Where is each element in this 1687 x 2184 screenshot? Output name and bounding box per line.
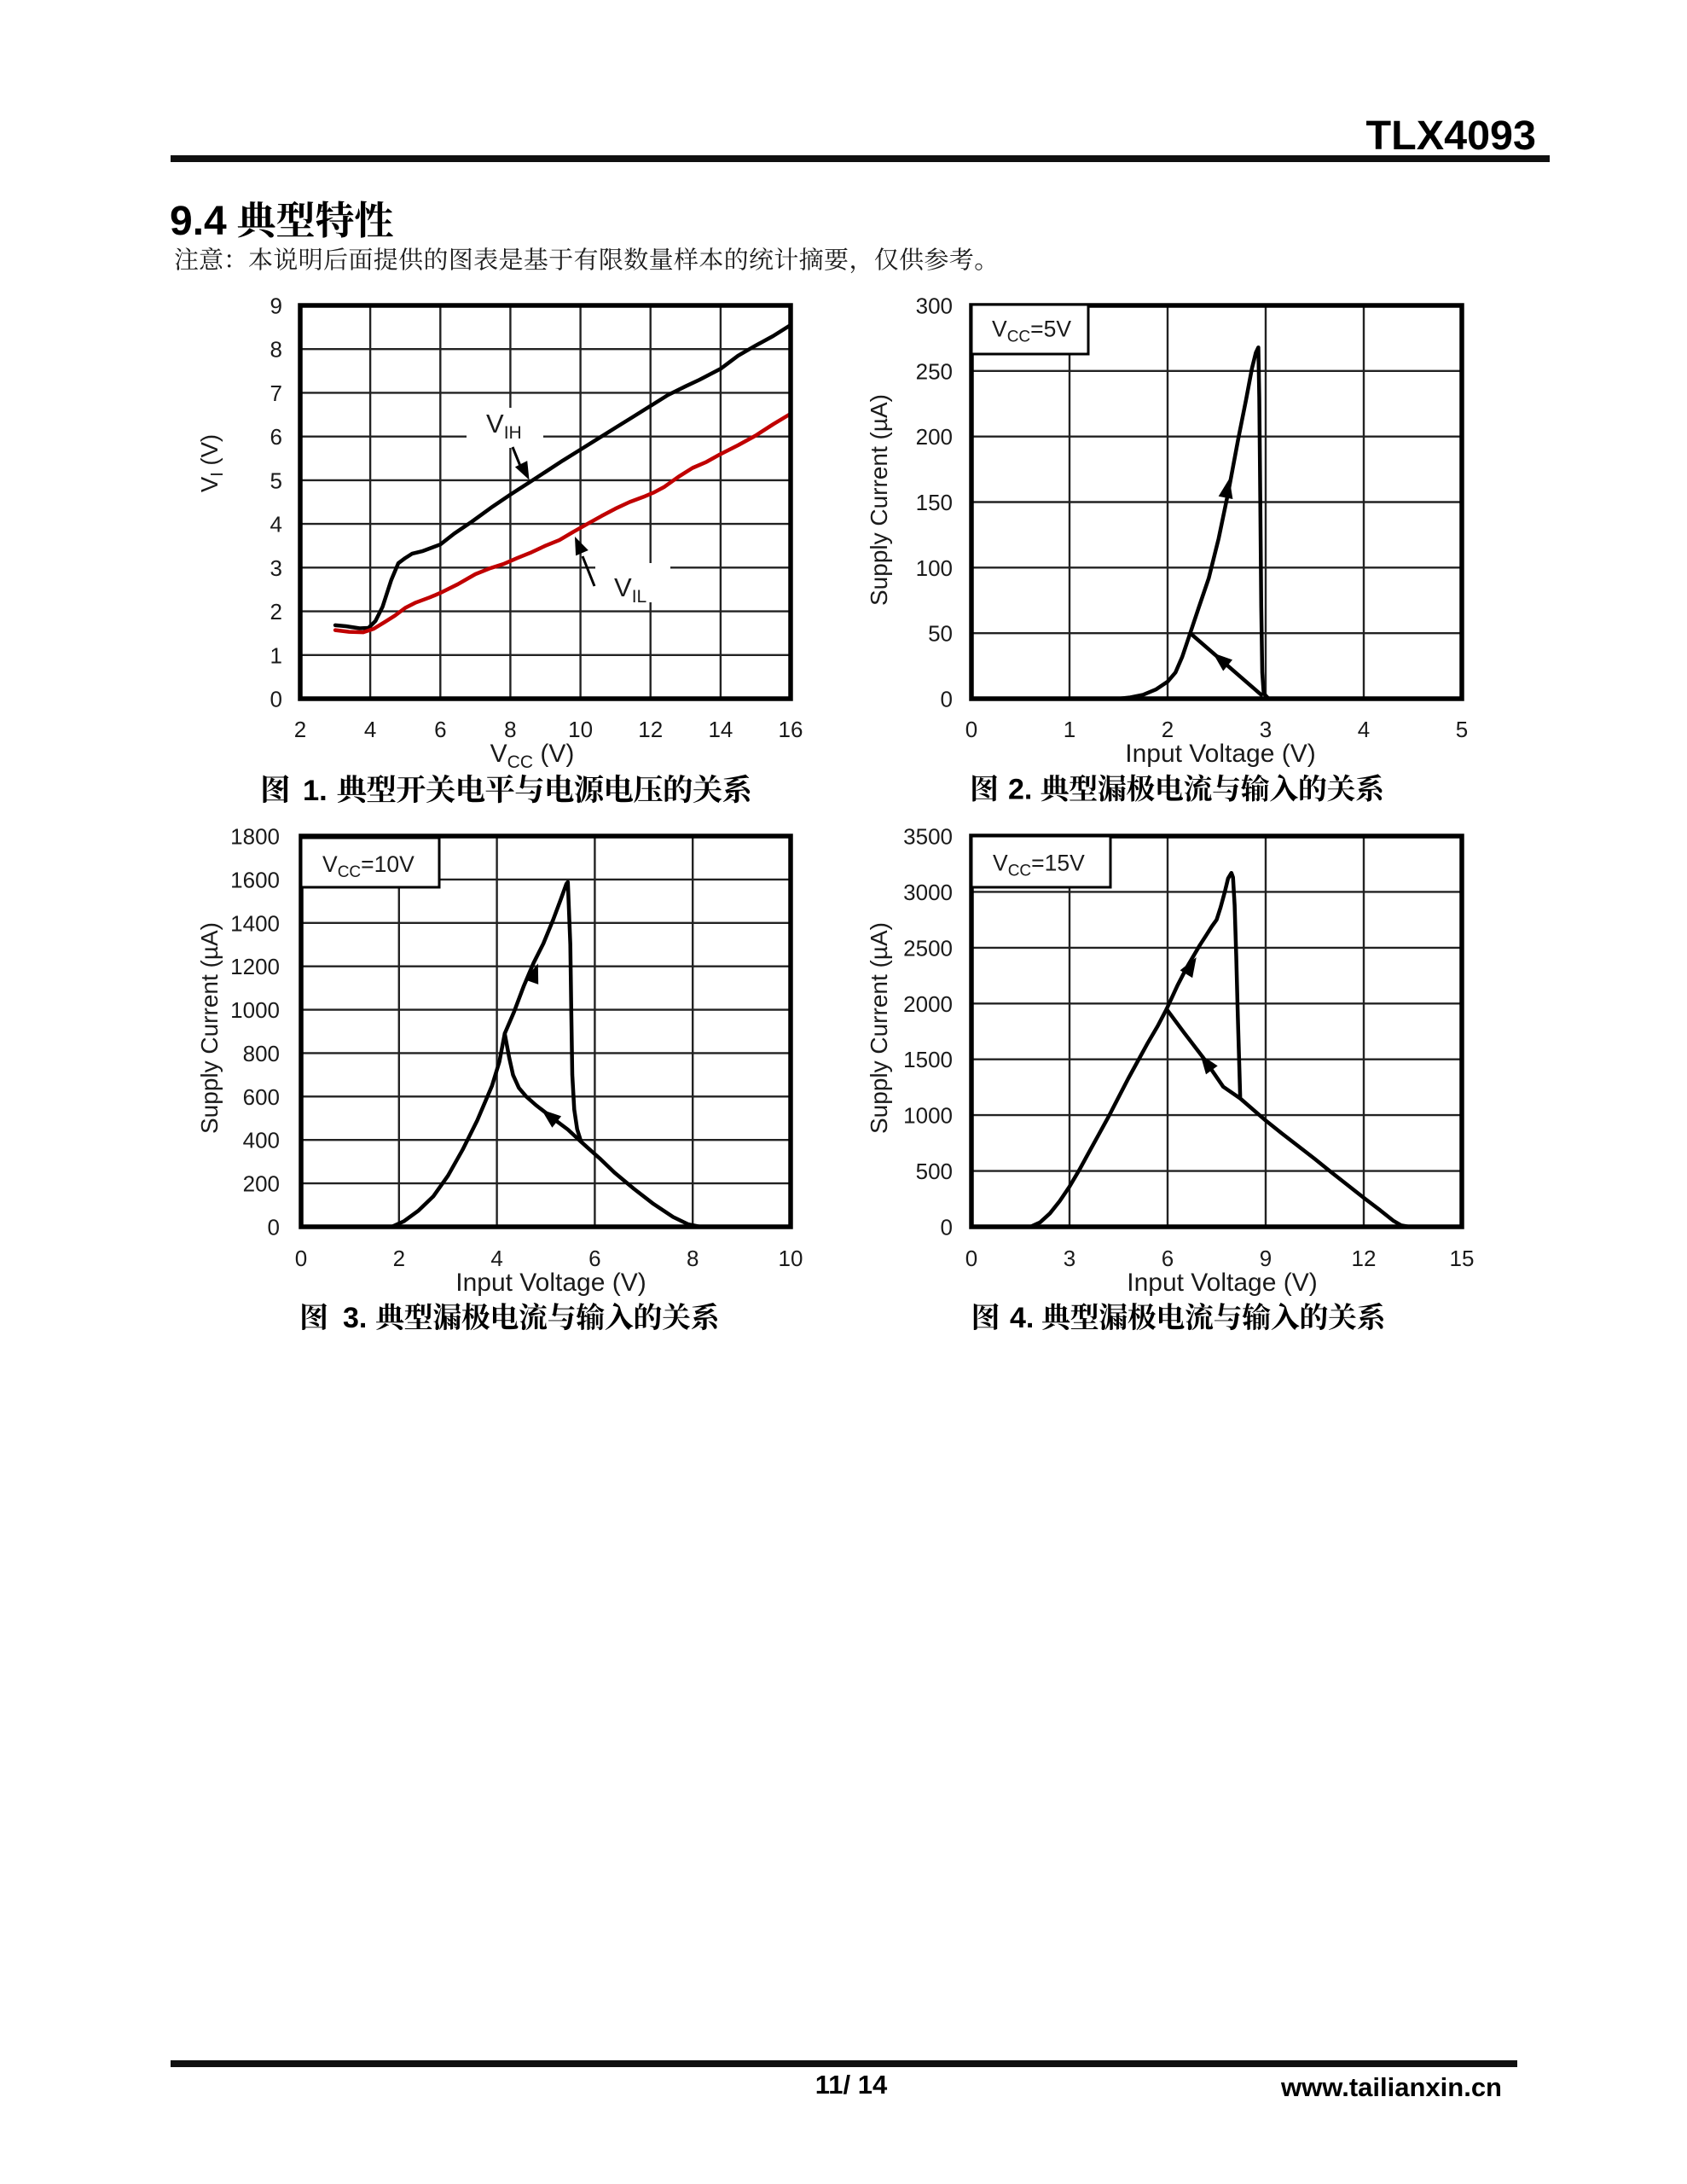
svg-text:Supply Current (µA): Supply Current (µA) (866, 394, 892, 606)
svg-text:0: 0 (268, 1215, 280, 1240)
svg-text:200: 200 (243, 1171, 280, 1197)
svg-text:Input Voltage (V): Input Voltage (V) (455, 1269, 646, 1297)
svg-text:100: 100 (916, 555, 953, 581)
svg-text:4: 4 (364, 717, 376, 742)
svg-text:0: 0 (295, 1246, 307, 1271)
svg-text:6: 6 (588, 1246, 600, 1271)
svg-text:5: 5 (1456, 717, 1468, 742)
svg-text:0: 0 (270, 687, 282, 712)
svg-text:3: 3 (1064, 1246, 1075, 1271)
svg-text:VCC=10V: VCC=10V (322, 851, 415, 881)
svg-text:6: 6 (270, 424, 282, 450)
svg-text:Input Voltage (V): Input Voltage (V) (1127, 1269, 1317, 1297)
svg-text:1000: 1000 (230, 997, 280, 1023)
svg-text:8: 8 (504, 717, 516, 742)
svg-text:2: 2 (270, 599, 282, 624)
svg-text:400: 400 (243, 1128, 280, 1153)
svg-text:2: 2 (294, 717, 306, 742)
svg-text:3000: 3000 (903, 880, 953, 905)
svg-text:50: 50 (928, 621, 953, 647)
svg-text:2: 2 (1162, 717, 1174, 742)
svg-text:1500: 1500 (903, 1047, 953, 1072)
svg-text:1000: 1000 (903, 1103, 953, 1129)
svg-text:9.4: 9.4 (170, 199, 227, 244)
svg-text:VI (V): VI (V) (196, 434, 227, 492)
svg-text:0: 0 (965, 1246, 977, 1271)
svg-text:2000: 2000 (903, 991, 953, 1017)
svg-text:12: 12 (638, 717, 663, 742)
svg-text:Supply Current (µA): Supply Current (µA) (866, 922, 892, 1134)
svg-text:12: 12 (1352, 1246, 1377, 1271)
svg-text:14: 14 (708, 717, 733, 742)
svg-text:VCC=5V: VCC=5V (992, 317, 1071, 346)
svg-text:Supply Current (µA): Supply Current (µA) (196, 922, 223, 1134)
svg-text:TLX4093: TLX4093 (1366, 113, 1537, 159)
svg-text:6: 6 (1162, 1246, 1174, 1271)
svg-text:600: 600 (243, 1084, 280, 1110)
svg-text:7: 7 (270, 380, 282, 406)
svg-text:3: 3 (270, 555, 282, 581)
svg-text:8: 8 (270, 337, 282, 363)
svg-text:1800: 1800 (230, 824, 280, 850)
svg-text:16: 16 (779, 717, 803, 742)
svg-text:3500: 3500 (903, 824, 953, 850)
svg-text:0: 0 (941, 687, 953, 712)
svg-text:4: 4 (1358, 717, 1370, 742)
svg-text:1600: 1600 (230, 867, 280, 892)
svg-text:1.: 1. (303, 775, 328, 807)
svg-text:0: 0 (965, 717, 977, 742)
svg-text:4: 4 (270, 512, 282, 537)
svg-text:11/ 14: 11/ 14 (815, 2070, 888, 2100)
svg-text:10: 10 (568, 717, 593, 742)
svg-text:10: 10 (779, 1246, 803, 1271)
svg-text:1200: 1200 (230, 954, 280, 979)
svg-text:www.tailianxin.cn: www.tailianxin.cn (1280, 2072, 1502, 2102)
svg-text:1: 1 (1064, 717, 1075, 742)
svg-text:VCC=15V: VCC=15V (993, 851, 1085, 880)
svg-text:8: 8 (687, 1246, 699, 1271)
svg-text:9: 9 (270, 293, 282, 319)
svg-text:3.: 3. (343, 1302, 367, 1334)
svg-text:500: 500 (916, 1159, 953, 1184)
svg-text:1400: 1400 (230, 910, 280, 936)
svg-text:2: 2 (393, 1246, 405, 1271)
svg-text:150: 150 (916, 490, 953, 515)
svg-text:Input Voltage (V): Input Voltage (V) (1125, 740, 1315, 768)
svg-text:9: 9 (1260, 1246, 1272, 1271)
svg-text:4.: 4. (1010, 1302, 1034, 1334)
svg-text:800: 800 (243, 1041, 280, 1066)
svg-text:2500: 2500 (903, 935, 953, 961)
svg-text:2.: 2. (1008, 774, 1032, 806)
svg-text:15: 15 (1450, 1246, 1475, 1271)
svg-text:5: 5 (270, 468, 282, 493)
svg-text:4: 4 (490, 1246, 502, 1271)
svg-text:3: 3 (1260, 717, 1272, 742)
svg-text:300: 300 (916, 293, 953, 319)
svg-text:250: 250 (916, 358, 953, 384)
svg-text:0: 0 (941, 1215, 953, 1240)
svg-text:1: 1 (270, 642, 282, 668)
svg-text:200: 200 (916, 424, 953, 450)
svg-text:6: 6 (434, 717, 446, 742)
